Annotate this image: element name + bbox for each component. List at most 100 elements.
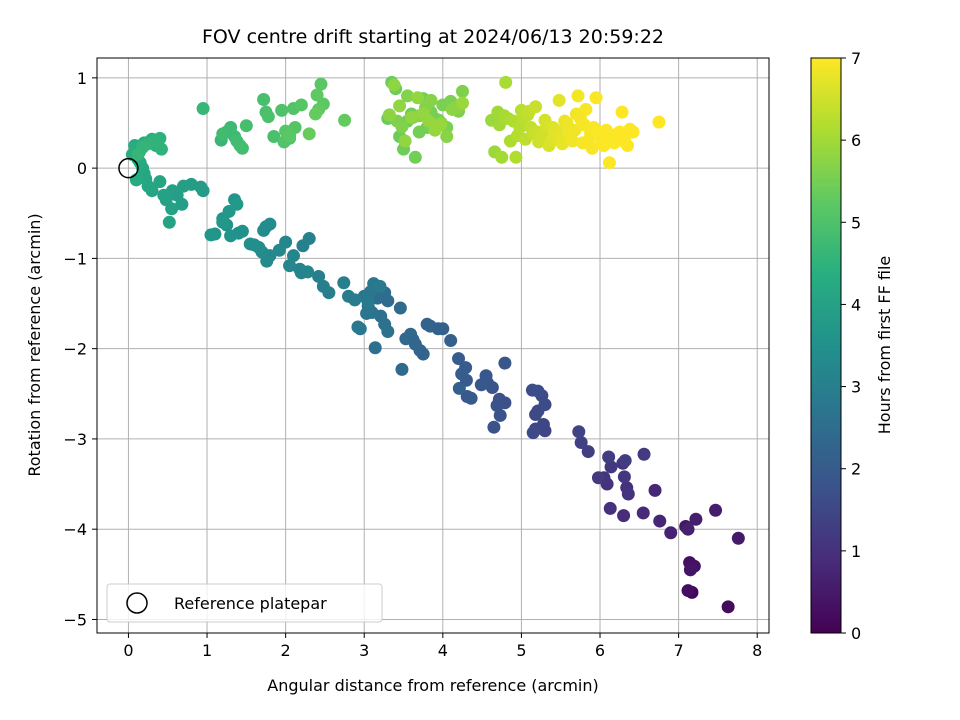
data-point bbox=[404, 111, 418, 125]
colorbar-tick-label: 0 bbox=[851, 624, 861, 643]
data-point bbox=[393, 301, 407, 315]
data-point bbox=[216, 215, 230, 229]
data-point bbox=[487, 420, 501, 434]
data-point bbox=[464, 391, 478, 405]
data-point bbox=[474, 378, 488, 392]
data-point bbox=[224, 229, 238, 243]
data-point bbox=[498, 356, 512, 370]
data-point bbox=[621, 139, 635, 153]
data-point bbox=[571, 89, 585, 103]
data-point bbox=[230, 197, 244, 211]
data-point bbox=[272, 243, 286, 257]
chart-title: FOV centre drift starting at 2024/06/13 … bbox=[202, 26, 664, 48]
plot-area-frame bbox=[96, 57, 770, 634]
data-point bbox=[275, 103, 289, 117]
data-point bbox=[495, 150, 509, 164]
data-point bbox=[536, 417, 550, 431]
data-point bbox=[452, 352, 466, 366]
data-point bbox=[455, 367, 469, 381]
grid-lines bbox=[97, 58, 769, 633]
data-point bbox=[302, 127, 316, 141]
x-tick-label: 3 bbox=[359, 641, 369, 660]
data-point bbox=[617, 470, 631, 484]
data-point bbox=[617, 509, 631, 523]
data-point bbox=[162, 215, 176, 229]
data-point bbox=[683, 563, 697, 577]
data-point bbox=[342, 289, 356, 303]
data-point bbox=[509, 150, 523, 164]
x-tick-label: 8 bbox=[752, 641, 762, 660]
colorbar-tick-label: 7 bbox=[851, 49, 861, 68]
x-tick-label: 0 bbox=[123, 641, 133, 660]
data-point bbox=[257, 93, 271, 107]
data-point bbox=[433, 118, 447, 132]
colorbar-tick-label: 6 bbox=[851, 131, 861, 150]
colorbar-ticks: 0 1 2 3 4 5 6 7 bbox=[841, 49, 861, 643]
data-point bbox=[196, 102, 210, 116]
x-axis-ticks: 0 1 2 3 4 5 6 7 8 bbox=[123, 633, 762, 660]
data-point bbox=[689, 512, 703, 526]
data-point bbox=[296, 239, 310, 253]
data-point bbox=[411, 91, 425, 105]
data-point bbox=[263, 217, 277, 231]
data-point bbox=[301, 265, 315, 279]
data-point bbox=[604, 460, 618, 474]
y-tick-label: 1 bbox=[77, 69, 87, 88]
data-point bbox=[368, 341, 382, 355]
data-point bbox=[312, 269, 326, 283]
y-tick-label: −3 bbox=[63, 430, 87, 449]
data-point bbox=[424, 93, 438, 107]
x-tick-label: 5 bbox=[516, 641, 526, 660]
data-point bbox=[664, 526, 678, 540]
data-point bbox=[602, 156, 616, 170]
data-point bbox=[591, 471, 605, 485]
x-axis-label: Angular distance from reference (arcmin) bbox=[267, 676, 598, 695]
y-tick-label: −5 bbox=[63, 610, 87, 629]
data-point bbox=[373, 279, 387, 293]
data-point bbox=[408, 150, 422, 164]
y-tick-label: 0 bbox=[77, 159, 87, 178]
data-point bbox=[398, 134, 412, 148]
data-point bbox=[382, 108, 396, 122]
y-axis-label: Rotation from reference (arcmin) bbox=[25, 213, 44, 476]
data-point bbox=[589, 91, 603, 105]
data-point bbox=[131, 148, 145, 162]
data-point bbox=[310, 88, 324, 102]
data-point bbox=[308, 107, 322, 121]
data-point bbox=[387, 78, 401, 92]
data-point bbox=[581, 445, 595, 459]
data-point bbox=[444, 334, 458, 348]
data-point bbox=[360, 306, 374, 320]
data-point bbox=[493, 408, 507, 422]
data-point bbox=[157, 188, 171, 202]
data-point bbox=[568, 123, 582, 137]
y-tick-label: −1 bbox=[63, 249, 87, 268]
data-point bbox=[283, 129, 297, 143]
data-point bbox=[455, 96, 469, 110]
data-point bbox=[618, 454, 632, 468]
colorbar-gradient bbox=[810, 57, 842, 634]
data-point bbox=[621, 487, 635, 501]
data-point bbox=[579, 102, 593, 116]
data-point bbox=[452, 381, 466, 395]
data-point bbox=[603, 501, 617, 515]
reference-marker-layer bbox=[118, 157, 139, 179]
y-axis-ticks: 1 0 −1 −2 −3 −4 −5 bbox=[63, 69, 97, 629]
data-point bbox=[440, 130, 454, 144]
data-point bbox=[721, 600, 735, 614]
data-point bbox=[361, 296, 375, 310]
data-point bbox=[351, 320, 365, 334]
data-point bbox=[529, 100, 543, 114]
data-point bbox=[283, 259, 297, 273]
legend-box bbox=[106, 583, 383, 623]
data-point bbox=[636, 506, 650, 520]
data-point bbox=[239, 119, 253, 133]
data-point bbox=[626, 125, 640, 139]
y-tick-label: −4 bbox=[63, 520, 87, 539]
data-point bbox=[294, 98, 308, 112]
data-point bbox=[637, 447, 651, 461]
colorbar-tick-label: 1 bbox=[851, 542, 861, 561]
data-point bbox=[602, 450, 616, 464]
data-point bbox=[129, 173, 143, 187]
